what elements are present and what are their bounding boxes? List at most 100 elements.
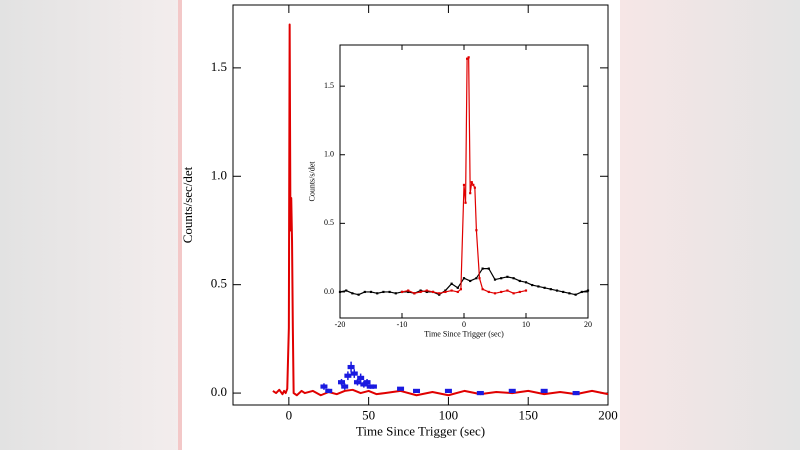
- data-point: [444, 289, 447, 292]
- data-point: [363, 290, 366, 294]
- y-tick-label: 0.0: [211, 384, 227, 399]
- data-point: [478, 277, 481, 280]
- data-point: [475, 229, 478, 232]
- data-point: [345, 289, 348, 292]
- data-point: [425, 290, 428, 294]
- data-point: [524, 281, 528, 284]
- data-point: [360, 382, 368, 387]
- y-tick-label: 1.0: [324, 150, 334, 159]
- x-tick-label: 100: [439, 408, 459, 423]
- data-point: [450, 289, 453, 292]
- y-tick-label: 0.0: [324, 287, 334, 296]
- y-axis-title: Counts/s/det: [308, 161, 317, 202]
- data-point: [508, 388, 516, 394]
- data-point: [413, 292, 416, 295]
- data-point: [481, 267, 484, 270]
- data-point: [388, 290, 391, 294]
- data-point: [344, 373, 352, 378]
- data-point: [459, 288, 462, 291]
- data-point: [413, 388, 421, 394]
- x-tick-label: 0: [286, 408, 293, 423]
- x-tick-label: 200: [598, 408, 618, 423]
- data-point: [338, 380, 346, 385]
- data-point: [376, 292, 379, 295]
- data-point: [456, 290, 459, 294]
- data-point: [506, 275, 509, 278]
- data-point: [469, 192, 472, 195]
- data-point: [347, 364, 355, 370]
- data-point: [456, 286, 459, 289]
- data-point: [397, 386, 405, 391]
- data-point: [493, 292, 497, 295]
- data-point: [470, 181, 473, 184]
- background-right: [620, 0, 800, 450]
- data-point: [562, 290, 565, 294]
- data-point: [369, 384, 377, 389]
- data-point: [531, 283, 534, 287]
- data-point: [419, 290, 422, 294]
- data-point: [549, 288, 552, 291]
- x-tick-label: 20: [584, 320, 592, 329]
- data-point: [431, 290, 435, 294]
- y-tick-label: 1.5: [211, 59, 227, 74]
- x-tick-label: 50: [362, 408, 375, 423]
- data-point: [537, 285, 540, 288]
- x-tick-label: 150: [518, 408, 538, 423]
- data-point: [419, 289, 422, 292]
- data-point: [472, 183, 475, 187]
- x-axis-title: Time Since Trigger (sec): [356, 423, 485, 438]
- data-point: [500, 277, 503, 280]
- data-point: [382, 290, 385, 294]
- data-point: [350, 371, 358, 376]
- data-point: [493, 278, 497, 281]
- y-tick-label: 1.0: [211, 167, 227, 182]
- y-tick-label: 0.5: [211, 276, 227, 291]
- x-axis-title: Time Since Trigger (sec): [424, 330, 504, 339]
- data-point: [464, 201, 467, 204]
- data-point: [518, 279, 521, 283]
- data-point: [466, 57, 469, 60]
- data-point: [476, 390, 484, 396]
- data-point: [467, 56, 470, 59]
- data-point: [450, 282, 453, 285]
- y-tick-label: 1.5: [324, 81, 334, 90]
- y-axis-title: Counts/sec/det: [180, 166, 195, 243]
- data-point: [487, 267, 490, 270]
- data-point: [555, 289, 559, 292]
- data-point: [481, 288, 484, 291]
- data-point: [473, 186, 476, 189]
- data-point: [407, 290, 410, 294]
- series-line: [272, 23, 609, 397]
- data-point: [469, 279, 472, 283]
- data-point: [462, 183, 466, 187]
- data-point: [462, 277, 466, 280]
- data-point: [320, 384, 328, 389]
- data-point: [506, 289, 509, 292]
- panel-edge: [178, 0, 182, 450]
- data-point: [568, 292, 571, 295]
- plot-frame: [339, 44, 589, 319]
- data-point: [341, 384, 349, 389]
- x-tick-label: 0: [462, 320, 466, 329]
- data-point: [363, 380, 371, 385]
- y-tick-label: 0.5: [324, 218, 334, 227]
- data-point: [500, 290, 503, 294]
- data-point: [572, 390, 580, 396]
- data-point: [580, 290, 583, 294]
- data-point: [338, 290, 342, 294]
- data-point: [518, 290, 521, 294]
- data-point: [444, 290, 447, 294]
- data-point: [524, 289, 528, 292]
- data-point: [394, 292, 397, 295]
- data-point: [438, 293, 441, 296]
- data-point: [543, 286, 546, 289]
- x-tick-label: -10: [397, 320, 408, 329]
- data-point: [487, 290, 490, 294]
- data-point: [444, 388, 452, 394]
- data-point: [325, 388, 333, 394]
- data-point: [351, 292, 354, 295]
- data-point: [407, 289, 410, 292]
- data-point: [438, 292, 441, 295]
